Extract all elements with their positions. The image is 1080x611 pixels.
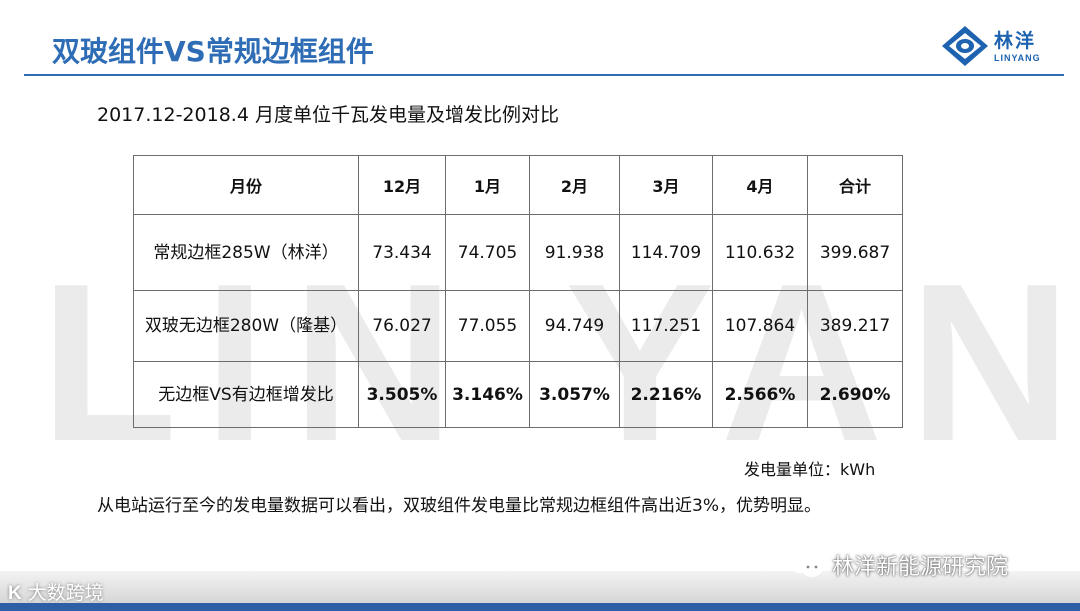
header-cell: 2月 [529, 155, 620, 215]
percent-cell: 2.566% [712, 361, 808, 428]
percent-cell: 3.057% [529, 361, 620, 428]
slide-title: 双玻组件VS常规边框组件 [52, 35, 374, 68]
brand-watermark: K 大数跨境 [8, 578, 104, 605]
footer-line [0, 603, 1080, 611]
table-cell: 77.055 [445, 290, 530, 362]
table-cell: 110.632 [712, 214, 808, 291]
header-cell: 4月 [712, 155, 808, 215]
table-cell: 73.434 [358, 214, 446, 291]
table-cell: 114.709 [619, 214, 713, 291]
linyang-logo: 林洋 LINYANG [940, 24, 1060, 68]
row-label: 无边框VS有边框增发比 [133, 361, 359, 428]
row-label: 双玻无边框280W（隆基） [133, 290, 359, 362]
header-cell: 月份 [133, 155, 359, 215]
wechat-icon [786, 548, 823, 577]
brand-logo-icon: K [8, 583, 22, 604]
percent-cell: 3.505% [358, 361, 446, 428]
logo-en-text: LINYANG [994, 53, 1041, 63]
header-cell: 1月 [445, 155, 530, 215]
table-cell: 107.864 [712, 290, 808, 362]
unit-note: 发电量单位：kWh [744, 460, 876, 479]
table-header-row: 月份 12月 1月 2月 3月 4月 合计 [133, 155, 903, 215]
header-cell: 12月 [358, 155, 446, 215]
table-row: 常规边框285W（林洋） 73.434 74.705 91.938 114.70… [133, 214, 903, 291]
header-cell: 3月 [619, 155, 713, 215]
row-label: 常规边框285W（林洋） [133, 214, 359, 291]
table-cell: 74.705 [445, 214, 530, 291]
table-cell: 76.027 [358, 290, 446, 362]
title-rule [24, 74, 1064, 76]
generation-table: 月份 12月 1月 2月 3月 4月 合计 常规边框285W（林洋） 73.43… [133, 155, 903, 428]
table-cell: 117.251 [619, 290, 713, 362]
table-cell: 389.217 [807, 290, 903, 362]
header-cell: 合计 [807, 155, 903, 215]
brand-text: 大数跨境 [27, 582, 104, 604]
table-cell: 94.749 [529, 290, 620, 362]
logo-cn-text: 林洋 [994, 30, 1037, 52]
percent-cell: 2.690% [807, 361, 903, 428]
table-cell: 399.687 [807, 214, 903, 291]
table-caption: 2017.12-2018.4 月度单位千瓦发电量及增发比例对比 [97, 104, 559, 126]
linyang-logo-icon [942, 26, 988, 66]
wechat-account-name: 林洋新能源研究院 [832, 555, 1009, 580]
table-row: 无边框VS有边框增发比 3.505% 3.146% 3.057% 2.216% … [133, 361, 903, 428]
table-cell: 91.938 [529, 214, 620, 291]
percent-cell: 3.146% [445, 361, 530, 428]
conclusion-text: 从电站运行至今的发电量数据可以看出，双玻组件发电量比常规边框组件高出近3%，优势… [97, 496, 821, 516]
table-row: 双玻无边框280W（隆基） 76.027 77.055 94.749 117.2… [133, 290, 903, 362]
percent-cell: 2.216% [619, 361, 713, 428]
